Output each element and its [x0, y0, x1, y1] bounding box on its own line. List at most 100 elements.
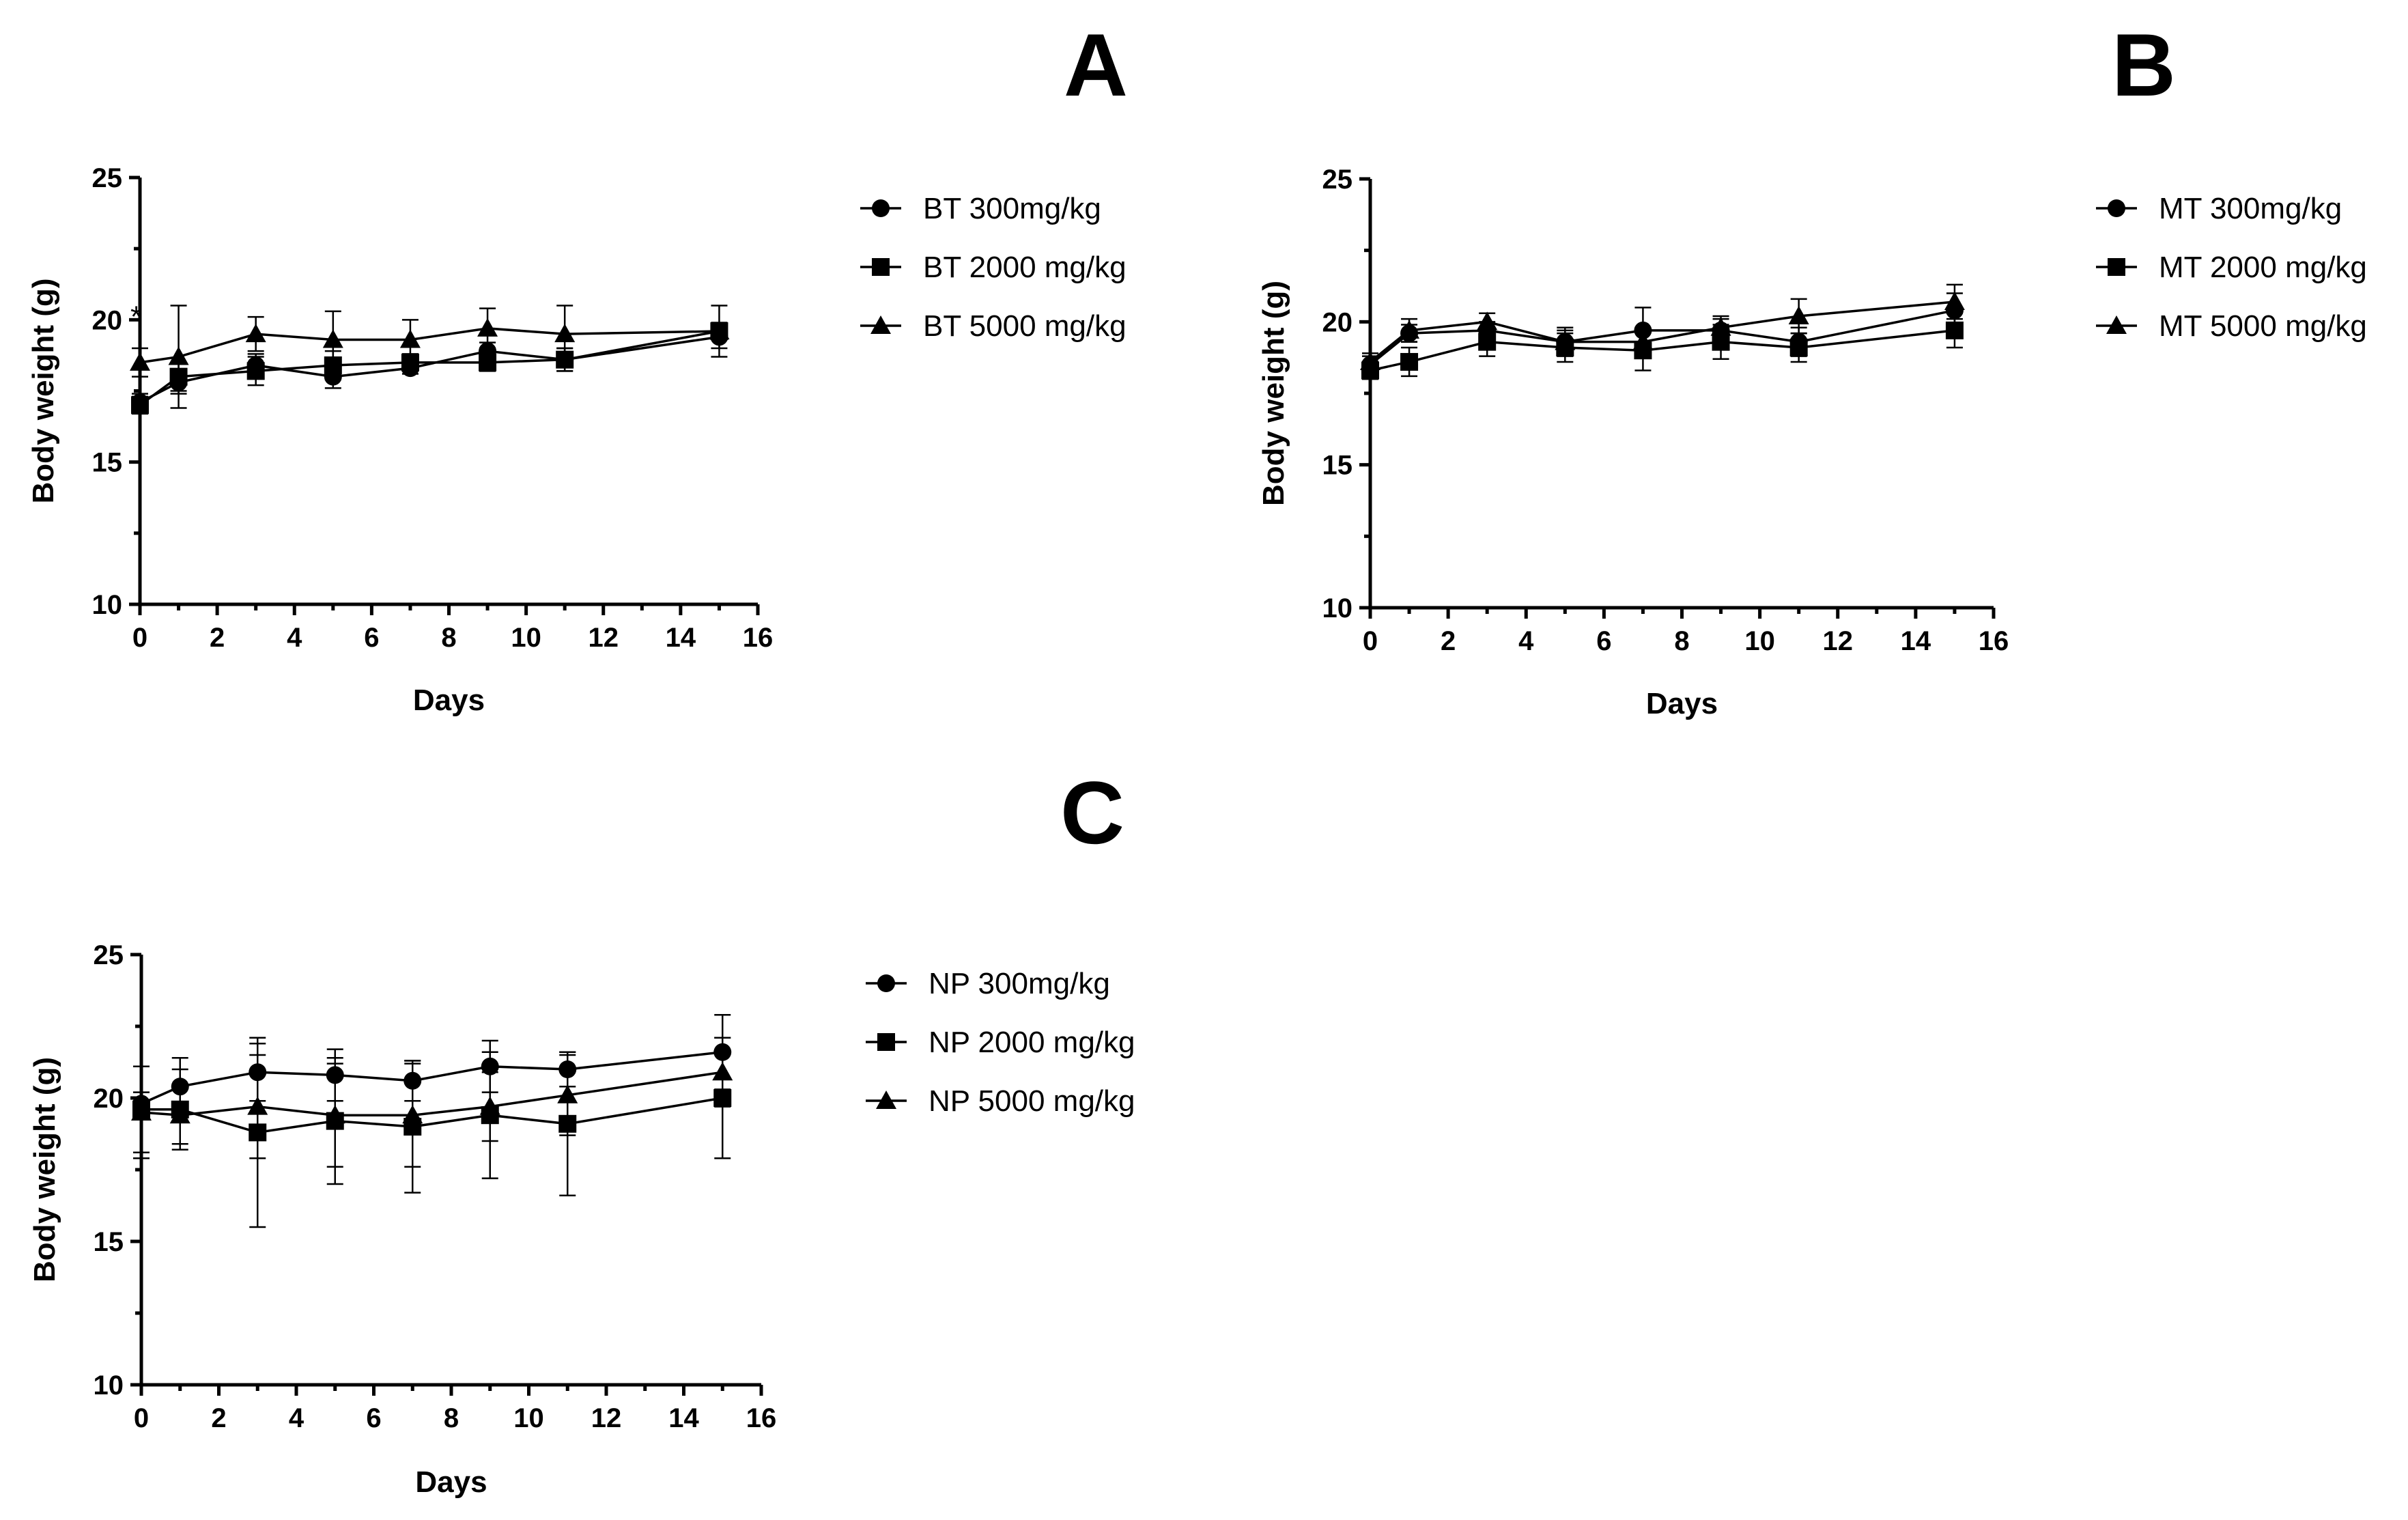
- data-point: [322, 329, 343, 348]
- legend-label: NP 2000 mg/kg: [929, 1026, 1135, 1059]
- data-point: [1400, 352, 1419, 371]
- x-tick-label: 8: [444, 1403, 459, 1433]
- data-point: [557, 1084, 578, 1103]
- y-tick-label: 25: [1322, 165, 1353, 195]
- data-point: [479, 353, 497, 371]
- data-point: [1944, 292, 1965, 311]
- x-tick-label: 0: [132, 623, 147, 653]
- data-point: [246, 362, 265, 380]
- data-point: [712, 1062, 733, 1081]
- data-point: [402, 1105, 423, 1124]
- x-tick-label: 0: [134, 1403, 149, 1433]
- legend-entry: MT 300mg/kg: [2096, 192, 2342, 225]
- legend-marker: [872, 258, 890, 276]
- legend-entry: BT 2000 mg/kg: [860, 251, 1127, 284]
- legend-label: BT 300mg/kg: [923, 192, 1101, 225]
- x-tick-label: 14: [1901, 626, 1931, 656]
- x-tick-label: 12: [589, 623, 619, 653]
- data-point: [399, 329, 421, 348]
- data-point: [1360, 351, 1380, 370]
- y-tick-label: 20: [1322, 307, 1353, 337]
- legend-entry: BT 5000 mg/kg: [860, 309, 1127, 343]
- panel-a: A 10 15 20 25 0 2 4 6 8 10 12 14 16 Days Body weight (g…: [27, 15, 1128, 717]
- y-axis-title: Body weight (g): [1257, 281, 1290, 506]
- legend-marker: [877, 1033, 895, 1051]
- x-axis-title: Days: [413, 684, 485, 717]
- panel-label: B: [2112, 15, 2176, 115]
- data-point: [477, 318, 498, 337]
- y-tick-label: 25: [94, 940, 124, 970]
- x-tick-label: 2: [210, 623, 225, 653]
- x-axis-title: Days: [1646, 687, 1718, 720]
- series-line: [139, 327, 720, 364]
- series-line: [141, 1097, 723, 1134]
- series-square: [131, 322, 728, 415]
- series-line: [139, 335, 720, 404]
- x-tick-label: 6: [1596, 626, 1611, 656]
- y-axis-title: Body weight (g): [27, 279, 60, 504]
- series-triangle: [131, 1037, 733, 1168]
- legend-entry: NP 2000 mg/kg: [866, 1026, 1135, 1059]
- legend-label: MT 300mg/kg: [2159, 192, 2342, 225]
- y-tick-label: 10: [94, 1370, 124, 1401]
- series-line: [141, 1051, 723, 1105]
- x-tick-label: 8: [1674, 626, 1689, 656]
- panel-label: A: [1064, 15, 1128, 115]
- legend-marker: [870, 315, 891, 334]
- x-tick-label: 14: [666, 623, 696, 653]
- data-point: [131, 396, 149, 414]
- data-point: [554, 324, 576, 343]
- legend-marker: [877, 974, 895, 992]
- series-line: [1370, 329, 1955, 372]
- data-point: [1477, 311, 1498, 330]
- x-tick-label: 12: [591, 1403, 622, 1433]
- data-point: [479, 1096, 500, 1115]
- data-point: [1710, 317, 1731, 336]
- legend-marker: [2106, 315, 2127, 334]
- y-tick-label: 20: [92, 305, 123, 335]
- x-tick-label: 6: [364, 623, 379, 653]
- data-point: [168, 346, 189, 365]
- series-triangle: [1360, 283, 1965, 371]
- data-point: [1478, 333, 1497, 351]
- legend-entry: BT 300mg/kg: [860, 192, 1101, 225]
- x-tick-label: 16: [746, 1403, 777, 1433]
- x-tick-label: 12: [1823, 626, 1854, 656]
- series-line: [1369, 300, 1955, 363]
- legend-label: NP 300mg/kg: [929, 967, 1110, 1000]
- data-point: [1945, 321, 1964, 339]
- legend-marker: [2108, 199, 2125, 217]
- data-point: [324, 1105, 345, 1124]
- data-point: [131, 1102, 152, 1121]
- legend-marker: [2108, 258, 2125, 276]
- legend-marker: [876, 1090, 896, 1109]
- legend-marker: [872, 199, 890, 217]
- legend-label: MT 2000 mg/kg: [2159, 251, 2367, 284]
- series-triangle: [130, 305, 730, 409]
- y-tick-label: 25: [92, 163, 123, 193]
- legend-label: MT 5000 mg/kg: [2159, 309, 2367, 343]
- x-tick-label: 14: [668, 1403, 699, 1433]
- series-circle: [1361, 292, 1964, 374]
- x-tick-label: 10: [513, 1403, 544, 1433]
- data-point: [169, 1105, 190, 1124]
- data-point: [1788, 305, 1809, 324]
- y-tick-label: 15: [92, 448, 123, 478]
- y-tick-label: 20: [94, 1084, 124, 1114]
- legend-label: BT 5000 mg/kg: [923, 309, 1127, 343]
- panel-c: C 10 15 20 25 0 2 4 6 8 10 12 14 16 Days Body weight (g…: [28, 763, 1135, 1499]
- legend-entry: MT 5000 mg/kg: [2096, 309, 2367, 343]
- x-tick-label: 2: [1441, 626, 1456, 656]
- y-axis-title: Body weight (g): [28, 1057, 61, 1282]
- y-tick-label: 10: [1322, 593, 1353, 623]
- x-tick-label: 4: [287, 623, 302, 653]
- legend-label: NP 5000 mg/kg: [929, 1084, 1135, 1118]
- legend-entry: MT 2000 mg/kg: [2096, 251, 2367, 284]
- data-point: [247, 1096, 268, 1115]
- x-tick-label: 2: [211, 1403, 226, 1433]
- y-tick-label: 15: [1322, 451, 1353, 481]
- data-point: [1789, 339, 1808, 357]
- series-square: [1361, 312, 1964, 380]
- series-circle: [132, 1013, 732, 1116]
